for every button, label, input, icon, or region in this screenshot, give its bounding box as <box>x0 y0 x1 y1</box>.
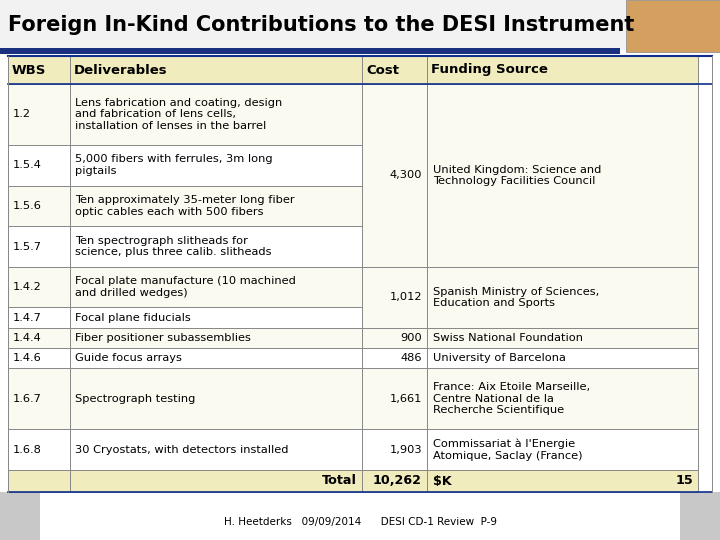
Bar <box>70 56 362 84</box>
Bar <box>70 348 362 368</box>
Text: 1.4.6: 1.4.6 <box>13 353 42 363</box>
Bar <box>70 470 362 492</box>
Text: 5,000 fibers with ferrules, 3m long
pigtails: 5,000 fibers with ferrules, 3m long pigt… <box>75 154 273 176</box>
Bar <box>0 492 40 540</box>
Text: 1.6.8: 1.6.8 <box>13 444 42 455</box>
Text: Ten spectrograph slitheads for
science, plus three calib. slitheads: Ten spectrograph slitheads for science, … <box>75 236 271 258</box>
Text: 900: 900 <box>400 333 422 343</box>
Text: 10,262: 10,262 <box>373 475 422 488</box>
Bar <box>0 48 620 54</box>
Text: 1.5.7: 1.5.7 <box>13 241 42 252</box>
Text: 1.4.4: 1.4.4 <box>13 333 42 343</box>
Bar <box>70 226 362 267</box>
Bar <box>8 267 70 307</box>
Text: 1,012: 1,012 <box>390 292 422 302</box>
Text: Cost: Cost <box>366 64 399 77</box>
Text: University of Barcelona: University of Barcelona <box>433 353 566 363</box>
Bar <box>8 145 70 186</box>
Text: Swiss National Foundation: Swiss National Foundation <box>433 333 583 343</box>
Bar <box>0 0 720 50</box>
Bar <box>427 267 698 328</box>
Bar <box>8 84 70 145</box>
Bar <box>362 348 427 368</box>
Bar <box>427 348 698 368</box>
Text: Deliverables: Deliverables <box>74 64 168 77</box>
Bar <box>427 368 698 429</box>
Bar <box>427 84 698 267</box>
Text: 1,661: 1,661 <box>390 394 422 404</box>
Text: Spanish Ministry of Sciences,
Education and Sports: Spanish Ministry of Sciences, Education … <box>433 287 599 308</box>
Text: Funding Source: Funding Source <box>431 64 548 77</box>
Text: 486: 486 <box>400 353 422 363</box>
Bar <box>8 307 70 328</box>
Text: H. Heetderks   09/09/2014      DESI CD-1 Review  P-9: H. Heetderks 09/09/2014 DESI CD-1 Review… <box>223 517 497 527</box>
Bar <box>362 84 427 267</box>
Text: Fiber positioner subassemblies: Fiber positioner subassemblies <box>75 333 251 343</box>
Bar <box>362 470 427 492</box>
Bar <box>427 328 698 348</box>
Text: Foreign In-Kind Contributions to the DESI Instrument: Foreign In-Kind Contributions to the DES… <box>8 15 634 35</box>
Bar <box>8 368 70 429</box>
Bar <box>70 145 362 186</box>
Text: 1.4.7: 1.4.7 <box>13 313 42 322</box>
Text: 1.5.6: 1.5.6 <box>13 201 42 211</box>
Bar <box>362 368 427 429</box>
Text: 30 Cryostats, with detectors installed: 30 Cryostats, with detectors installed <box>75 444 289 455</box>
Bar <box>8 186 70 226</box>
Text: 15: 15 <box>675 475 693 488</box>
Bar <box>427 470 698 492</box>
Text: United Kingdom: Science and
Technology Facilities Council: United Kingdom: Science and Technology F… <box>433 165 601 186</box>
Bar <box>427 56 698 84</box>
Text: 1.2: 1.2 <box>13 110 31 119</box>
Bar <box>680 492 720 540</box>
Text: 1.6.7: 1.6.7 <box>13 394 42 404</box>
Text: Focal plane fiducials: Focal plane fiducials <box>75 313 191 322</box>
Text: WBS: WBS <box>12 64 46 77</box>
Bar <box>362 328 427 348</box>
Bar <box>70 328 362 348</box>
Text: Total: Total <box>322 475 357 488</box>
Text: 1.4.2: 1.4.2 <box>13 282 42 292</box>
Bar <box>362 267 427 328</box>
Text: France: Aix Etoile Marseille,
Centre National de la
Recherche Scientifique: France: Aix Etoile Marseille, Centre Nat… <box>433 382 590 415</box>
Bar <box>70 186 362 226</box>
Bar <box>362 429 427 470</box>
Text: 1,903: 1,903 <box>390 444 422 455</box>
Bar <box>8 226 70 267</box>
Text: Lens fabrication and coating, design
and fabrication of lens cells,
installation: Lens fabrication and coating, design and… <box>75 98 282 131</box>
Bar <box>8 470 70 492</box>
Text: Guide focus arrays: Guide focus arrays <box>75 353 182 363</box>
Bar <box>70 84 362 145</box>
Text: 1.5.4: 1.5.4 <box>13 160 42 170</box>
Bar <box>8 328 70 348</box>
Bar <box>70 429 362 470</box>
Bar <box>427 429 698 470</box>
Bar <box>8 429 70 470</box>
Text: Commissariat à l'Energie
Atomique, Saclay (France): Commissariat à l'Energie Atomique, Sacla… <box>433 438 582 461</box>
Bar <box>70 267 362 307</box>
Bar <box>70 307 362 328</box>
Bar <box>362 56 427 84</box>
Text: Spectrograph testing: Spectrograph testing <box>75 394 195 404</box>
Text: Focal plate manufacture (10 machined
and drilled wedges): Focal plate manufacture (10 machined and… <box>75 276 296 298</box>
Text: Ten approximately 35-meter long fiber
optic cables each with 500 fibers: Ten approximately 35-meter long fiber op… <box>75 195 294 217</box>
Bar <box>626 0 720 52</box>
Bar <box>8 56 70 84</box>
Bar <box>8 348 70 368</box>
Text: $K: $K <box>433 475 451 488</box>
Bar <box>70 368 362 429</box>
Text: 4,300: 4,300 <box>390 171 422 180</box>
